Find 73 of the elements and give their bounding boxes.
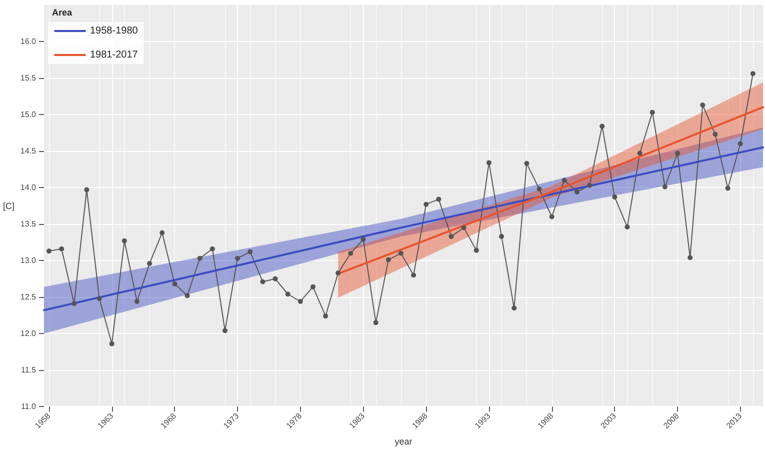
point bbox=[260, 279, 266, 284]
point bbox=[72, 301, 77, 306]
point bbox=[147, 260, 152, 266]
y-tick-label: 13.5 bbox=[20, 220, 37, 229]
y-axis-title: [C] bbox=[2, 200, 14, 211]
y-tick-label: 15.0 bbox=[20, 110, 37, 120]
point bbox=[46, 248, 52, 254]
y-tick-label: 12.5 bbox=[20, 292, 37, 302]
point bbox=[398, 250, 404, 256]
point bbox=[59, 246, 64, 252]
point bbox=[574, 189, 580, 194]
point bbox=[738, 141, 743, 146]
point bbox=[122, 238, 127, 244]
y-tick-label: 13.0 bbox=[20, 256, 37, 266]
point bbox=[436, 196, 442, 202]
y-tick-label: 11.0 bbox=[20, 402, 37, 412]
point bbox=[360, 236, 366, 242]
point bbox=[549, 214, 554, 220]
point bbox=[197, 256, 202, 261]
point bbox=[461, 225, 466, 230]
point bbox=[587, 182, 592, 188]
point bbox=[134, 298, 140, 304]
point bbox=[96, 296, 102, 302]
y-tick-label: 15.5 bbox=[20, 74, 37, 83]
point bbox=[411, 272, 416, 278]
point bbox=[448, 234, 454, 239]
point bbox=[210, 246, 215, 252]
point bbox=[323, 314, 328, 319]
legend-label: 1958-1980 bbox=[90, 26, 138, 36]
point bbox=[336, 270, 341, 276]
point bbox=[688, 255, 693, 260]
y-tick-label: 14.5 bbox=[20, 146, 37, 156]
y-tick-label: 12.0 bbox=[20, 329, 37, 338]
point bbox=[662, 184, 668, 190]
point bbox=[348, 250, 354, 256]
point bbox=[562, 178, 567, 183]
y-tick-label: 16.0 bbox=[20, 37, 37, 46]
point bbox=[172, 281, 178, 286]
x-axis-title: year bbox=[394, 436, 412, 446]
point bbox=[499, 234, 504, 239]
point bbox=[84, 187, 90, 192]
legend-label: 1981-2017 bbox=[90, 50, 138, 60]
point bbox=[373, 320, 378, 326]
point bbox=[600, 124, 605, 129]
point bbox=[512, 306, 517, 310]
point bbox=[486, 160, 492, 166]
point bbox=[637, 150, 642, 156]
point bbox=[474, 248, 479, 253]
point bbox=[424, 202, 429, 207]
point bbox=[386, 257, 391, 262]
y-tick-label: 11.5 bbox=[20, 366, 37, 375]
point bbox=[536, 186, 542, 192]
point bbox=[712, 132, 718, 137]
point bbox=[222, 328, 228, 334]
point bbox=[612, 194, 618, 200]
point bbox=[235, 256, 240, 261]
point bbox=[272, 276, 278, 282]
point bbox=[725, 186, 730, 191]
point bbox=[298, 298, 303, 304]
legend-title: Area bbox=[52, 8, 74, 18]
point bbox=[285, 292, 290, 297]
point bbox=[310, 284, 316, 290]
point bbox=[248, 249, 253, 254]
point bbox=[750, 71, 756, 76]
point bbox=[675, 150, 680, 156]
point bbox=[650, 110, 655, 115]
point bbox=[109, 341, 114, 346]
point bbox=[700, 102, 706, 108]
y-tick-label: 14.0 bbox=[20, 183, 37, 192]
point bbox=[160, 230, 165, 236]
point bbox=[184, 293, 190, 298]
point bbox=[624, 224, 630, 230]
point bbox=[524, 160, 530, 166]
